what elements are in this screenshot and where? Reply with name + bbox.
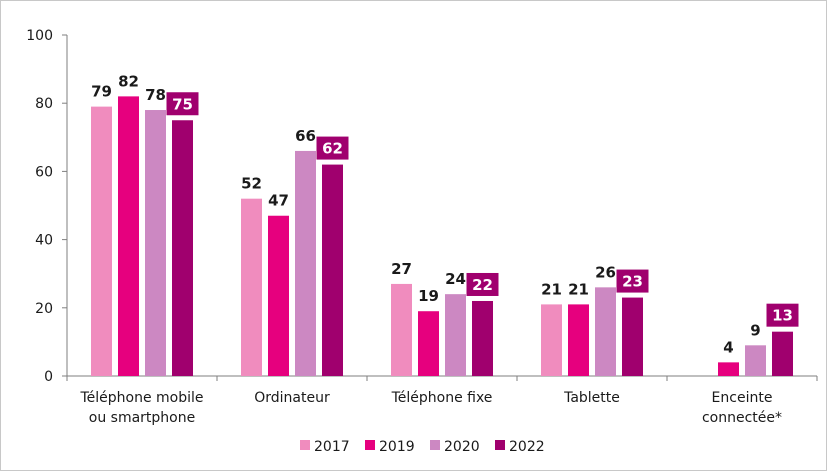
data-label-box (316, 136, 349, 160)
legend-swatch (495, 440, 505, 450)
y-tick-label: 0 (44, 369, 53, 385)
data-label: 62 (322, 140, 343, 158)
bar (418, 311, 439, 376)
y-tick-label: 100 (26, 28, 53, 44)
data-label: 26 (595, 263, 616, 281)
legend-label: 2022 (509, 439, 545, 455)
data-label-box (616, 269, 649, 293)
y-tick-label: 20 (35, 301, 53, 317)
data-label-box (466, 272, 499, 296)
data-label: 22 (472, 276, 493, 294)
data-label: 47 (268, 192, 289, 210)
bar (595, 287, 616, 376)
legend-label: 2017 (314, 439, 350, 455)
y-tick-label: 60 (35, 164, 53, 180)
bar (541, 304, 562, 376)
data-label: 21 (568, 280, 589, 298)
data-label: 19 (418, 287, 439, 305)
x-category-label: ou smartphone (89, 410, 195, 426)
bar (145, 110, 166, 377)
bar (241, 198, 262, 376)
data-label: 78 (145, 86, 166, 104)
bar (268, 215, 289, 376)
x-category-label: Enceinte (712, 390, 773, 406)
bar (391, 283, 412, 376)
bar (472, 300, 493, 376)
data-label: 23 (622, 273, 643, 291)
data-label: 24 (445, 270, 466, 288)
bar (622, 297, 643, 376)
legend-swatch (430, 440, 440, 450)
bar (295, 150, 316, 376)
data-label: 52 (241, 175, 262, 193)
legend-swatch (365, 440, 375, 450)
data-label: 79 (91, 83, 112, 101)
y-tick-label: 40 (35, 233, 53, 249)
bar (568, 304, 589, 376)
data-label: 4 (723, 338, 733, 356)
x-category-label: Tablette (563, 390, 620, 406)
x-category-label: connectée* (702, 410, 782, 426)
bar (718, 362, 739, 376)
bar (118, 96, 139, 376)
bar (322, 164, 343, 376)
bar (772, 331, 793, 376)
y-tick-label: 80 (35, 96, 53, 112)
data-label-box (766, 303, 799, 327)
data-label: 82 (118, 72, 139, 90)
data-label: 9 (750, 321, 760, 339)
x-category-label: Téléphone fixe (391, 390, 493, 406)
bar (745, 345, 766, 376)
bar (445, 294, 466, 376)
data-label-box (166, 92, 199, 116)
data-label: 66 (295, 127, 316, 145)
legend-label: 2019 (379, 439, 415, 455)
data-label: 27 (391, 260, 412, 278)
legend-swatch (300, 440, 310, 450)
x-category-label: Ordinateur (254, 390, 330, 406)
data-label: 21 (541, 280, 562, 298)
x-category-label: Téléphone mobile (79, 390, 203, 406)
bar (172, 120, 193, 376)
bar (91, 106, 112, 377)
data-label: 13 (772, 307, 793, 325)
legend-label: 2020 (444, 439, 480, 455)
data-label: 75 (172, 95, 193, 113)
